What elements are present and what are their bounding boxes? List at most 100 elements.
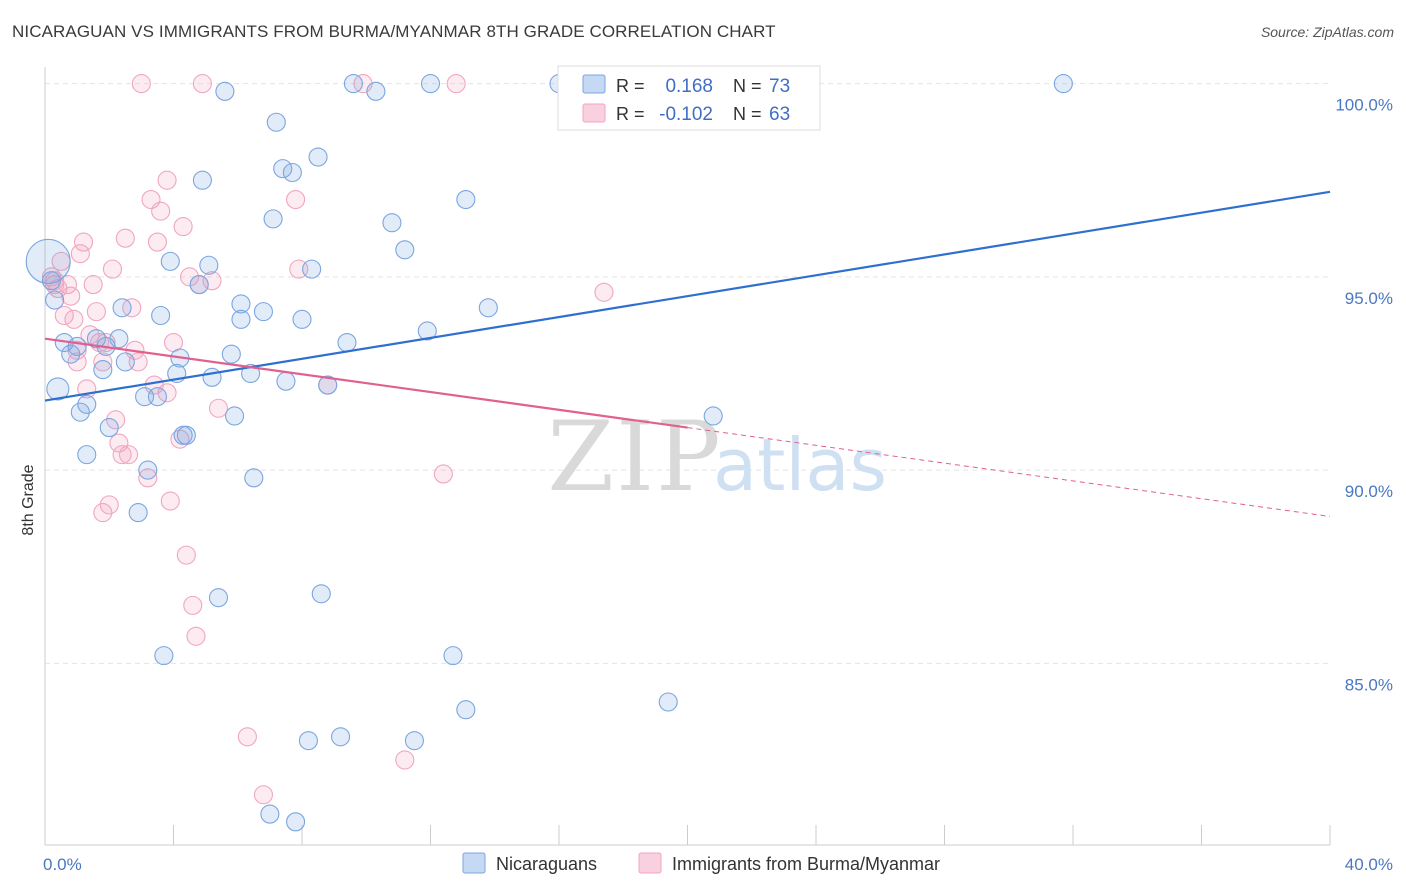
point-nicaraguans <box>151 305 171 326</box>
point-burma <box>86 302 106 322</box>
point-burma <box>118 445 139 465</box>
point-nicaraguans <box>41 271 61 291</box>
bottom-legend-label-nicaraguans: Nicaraguans <box>496 854 597 874</box>
point-nicaraguans <box>263 209 283 229</box>
point-burma <box>93 352 113 372</box>
y-axis-label: 8th Grade <box>20 464 37 535</box>
y-tick-labels: 100.0% 95.0% 90.0% 85.0% <box>1335 96 1393 695</box>
point-burma <box>54 305 74 326</box>
point-burma <box>74 232 94 252</box>
point-burma <box>446 74 466 94</box>
point-nicaraguans <box>404 731 424 751</box>
point-nicaraguans <box>215 81 235 101</box>
point-burma <box>186 626 206 646</box>
point-nicaraguans <box>366 81 386 101</box>
point-nicaraguans <box>115 352 135 372</box>
point-burma <box>237 727 257 747</box>
point-burma <box>67 352 87 372</box>
point-nicaraguans <box>456 189 476 210</box>
point-burma <box>147 232 167 252</box>
point-burma <box>83 275 103 295</box>
y-tick-label: 95.0% <box>1345 289 1393 308</box>
point-nicaraguans <box>99 418 119 438</box>
point-burma <box>160 491 180 511</box>
point-burma <box>122 298 142 318</box>
point-nicaraguans <box>298 731 318 751</box>
point-burma <box>594 282 614 302</box>
x-tick-label: 0.0% <box>43 855 82 874</box>
stats-legend: R = 0.168 N = 73 R = -0.102 N = 63 <box>557 65 821 131</box>
point-nicaraguans <box>109 329 129 349</box>
legend-n-label-1: N = <box>733 76 762 96</box>
point-burma <box>202 271 222 291</box>
point-nicaraguans <box>260 804 280 824</box>
axes <box>44 67 1331 846</box>
trendline-burma-extrapolated <box>687 427 1331 517</box>
trendline-burma <box>44 337 688 429</box>
point-burma <box>183 595 203 615</box>
y-tick-label: 85.0% <box>1345 675 1393 694</box>
y-tick-label: 100.0% <box>1335 96 1393 115</box>
point-nicaraguans <box>266 112 286 132</box>
point-nicaraguans <box>337 332 357 353</box>
legend-r-value-1: 0.168 <box>665 76 713 97</box>
point-burma <box>253 785 274 805</box>
point-nicaraguans <box>46 377 70 401</box>
point-nicaraguans <box>221 344 241 364</box>
legend-n-value-2: 63 <box>769 104 790 125</box>
point-nicaraguans <box>25 238 71 284</box>
point-burma <box>57 275 78 295</box>
point-burma <box>106 410 126 430</box>
chart-title: NICARAGUAN VS IMMIGRANTS FROM BURMA/MYAN… <box>12 22 776 41</box>
point-nicaraguans <box>77 445 97 465</box>
point-burma <box>151 201 171 221</box>
point-nicaraguans <box>112 298 132 318</box>
point-nicaraguans <box>138 460 158 480</box>
point-nicaraguans <box>456 700 476 720</box>
point-nicaraguans <box>318 375 338 395</box>
point-burma <box>173 217 193 237</box>
point-nicaraguans <box>286 812 306 832</box>
point-burma <box>131 74 151 94</box>
point-burma <box>286 189 306 210</box>
point-nicaraguans <box>703 406 723 426</box>
point-nicaraguans <box>128 503 148 523</box>
bottom-legend-swatch-nicaraguans <box>462 852 486 874</box>
legend-r-label-1: R = <box>616 76 645 96</box>
chart-source: Source: ZipAtlas.com <box>1260 24 1394 40</box>
point-nicaraguans <box>417 321 437 341</box>
point-nicaraguans <box>147 387 167 407</box>
point-nicaraguans <box>1053 74 1073 94</box>
x-tick-labels: 0.0% 40.0% <box>43 855 1393 874</box>
point-nicaraguans <box>343 74 363 94</box>
point-burma <box>112 445 132 465</box>
point-nicaraguans <box>202 367 222 387</box>
point-nicaraguans <box>302 259 322 279</box>
point-nicaraguans <box>244 468 264 488</box>
point-burma <box>99 495 119 515</box>
point-burma <box>64 309 84 329</box>
point-nicaraguans <box>478 298 498 318</box>
point-nicaraguans <box>231 309 251 329</box>
point-nicaraguans <box>420 74 441 94</box>
point-nicaraguans <box>199 255 219 275</box>
watermark-atlas: atlas <box>713 423 887 507</box>
point-nicaraguans <box>67 336 87 356</box>
point-burma <box>138 468 158 488</box>
legend-r-label-2: R = <box>616 104 645 124</box>
point-nicaraguans <box>382 213 402 233</box>
point-nicaraguans <box>160 251 180 271</box>
bottom-legend-swatch-burma <box>638 852 662 874</box>
point-nicaraguans <box>292 309 312 329</box>
point-nicaraguans <box>273 159 293 179</box>
point-nicaraguans <box>308 147 328 167</box>
point-nicaraguans <box>311 584 331 604</box>
point-burma <box>192 74 212 94</box>
point-burma <box>157 170 177 190</box>
legend-n-value-1: 73 <box>769 76 790 97</box>
point-burma <box>102 259 123 279</box>
point-nicaraguans <box>45 290 65 310</box>
point-nicaraguans <box>173 425 193 445</box>
point-nicaraguans <box>282 162 302 183</box>
